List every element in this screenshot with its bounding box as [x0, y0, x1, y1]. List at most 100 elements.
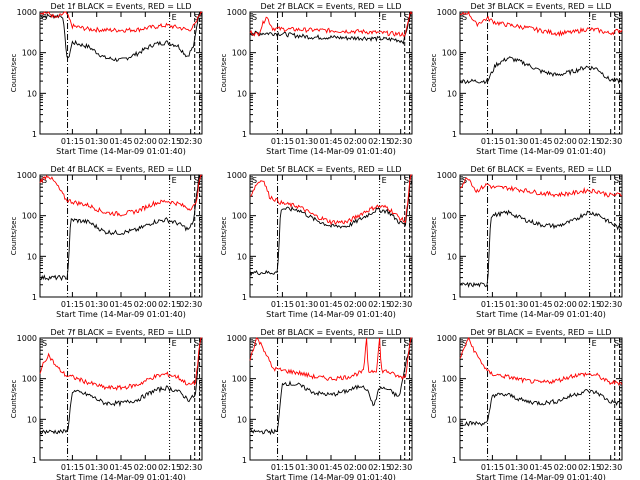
x-tick-label: 01:45	[529, 137, 552, 146]
x-axis-label: Start Time (14-Mar-09 01:01:40)	[476, 147, 606, 156]
y-tick-label: 10	[27, 252, 37, 261]
y-tick-label: 1000	[437, 171, 457, 180]
y-tick-label: 1	[242, 130, 247, 139]
x-tick-label: 02:00	[554, 463, 577, 472]
saa-marker-label: S	[194, 339, 199, 348]
series-line-events	[39, 338, 203, 435]
x-tick-label: 02:30	[599, 300, 622, 309]
x-tick-label: 02:30	[599, 137, 622, 146]
x-tick-label: 02:00	[134, 137, 157, 146]
end-marker-label: E	[382, 176, 387, 185]
start-marker-label: S	[252, 176, 257, 185]
series-line-events	[39, 10, 203, 62]
x-tick-label: 02:00	[134, 463, 157, 472]
y-tick-label: 10	[237, 89, 247, 98]
y-tick-label: 1	[242, 456, 247, 465]
series-line-lld	[39, 337, 202, 391]
panel-title: Det 3f BLACK = Events, RED = LLD	[470, 2, 611, 11]
series-line-events	[459, 56, 623, 85]
x-tick-label: 01:45	[529, 463, 552, 472]
x-tick-label: 02:30	[179, 137, 202, 146]
end-marker-label: E	[382, 339, 387, 348]
x-tick-label: 01:15	[481, 463, 504, 472]
series-line-lld	[39, 174, 203, 217]
x-tick-label: 02:30	[389, 300, 412, 309]
x-axis-label: Start Time (14-Mar-09 01:01:40)	[266, 310, 396, 319]
x-tick-label: 01:30	[85, 137, 108, 146]
panel-det-3f: Det 3f BLACK = Events, RED = LLD 1 10 100 10…	[430, 2, 623, 156]
y-tick-label: 100	[22, 375, 37, 384]
y-tick-label: 1000	[227, 334, 247, 343]
y-tick-label: 1	[32, 130, 37, 139]
end-marker-label: E	[172, 13, 177, 22]
series-line-lld	[459, 177, 623, 198]
panel-title: Det 6f BLACK = Events, RED = LLD	[470, 165, 611, 174]
y-axis-label: Counts/sec	[10, 380, 18, 419]
y-tick-label: 1000	[227, 8, 247, 17]
x-axis-label: Start Time (14-Mar-09 01:01:40)	[56, 147, 186, 156]
y-axis-label: Counts/sec	[430, 54, 438, 93]
plot-frame	[459, 337, 623, 461]
y-tick-label: 1000	[17, 8, 37, 17]
x-tick-label: 01:30	[295, 300, 318, 309]
x-tick-label: 02:15	[368, 463, 391, 472]
x-tick-label: 02:15	[578, 300, 601, 309]
series-line-lld	[249, 174, 412, 226]
series-line-events	[459, 209, 623, 289]
end-marker-label: E	[172, 339, 177, 348]
x-tick-label: 01:15	[271, 463, 294, 472]
x-tick-label: 02:15	[158, 300, 181, 309]
x-tick-label: 01:45	[109, 463, 132, 472]
x-tick-label: 02:00	[344, 300, 367, 309]
x-tick-label: 02:15	[158, 137, 181, 146]
x-tick-label: 01:30	[505, 300, 528, 309]
x-tick-label: 02:00	[554, 300, 577, 309]
x-tick-label: 01:15	[271, 300, 294, 309]
y-tick-label: 1	[452, 130, 457, 139]
x-tick-label: 01:15	[61, 300, 84, 309]
plot-frame	[39, 174, 203, 298]
x-tick-label: 02:15	[578, 137, 601, 146]
series-line-events	[39, 174, 203, 282]
y-tick-label: 1000	[227, 171, 247, 180]
panel-title: Det 2f BLACK = Events, RED = LLD	[260, 2, 401, 11]
saa-marker-label: S	[404, 176, 409, 185]
end-marker-label: E	[592, 13, 597, 22]
x-tick-label: 02:30	[389, 463, 412, 472]
x-tick-label: 01:45	[319, 463, 342, 472]
series-line-lld	[39, 11, 203, 33]
panel-det-5f: Det 5f BLACK = Events, RED = LLD 1 10 100 10…	[220, 165, 413, 319]
y-tick-label: 1000	[437, 334, 457, 343]
panel-title: Det 8f BLACK = Events, RED = LLD	[260, 328, 401, 337]
saa-marker-label: S	[614, 13, 619, 22]
x-tick-label: 01:45	[529, 300, 552, 309]
end-marker-label: E	[382, 13, 387, 22]
y-tick-label: 10	[237, 252, 247, 261]
y-tick-label: 1000	[17, 171, 37, 180]
y-tick-label: 100	[232, 49, 247, 58]
x-axis-label: Start Time (14-Mar-09 01:01:40)	[56, 310, 186, 319]
x-tick-label: 01:30	[505, 463, 528, 472]
saa-marker-label: S	[404, 339, 409, 348]
y-tick-label: 100	[22, 49, 37, 58]
x-tick-label: 02:15	[368, 300, 391, 309]
y-tick-label: 10	[27, 415, 37, 424]
series-line-events	[249, 340, 413, 436]
panel-det-9f: Det 9f BLACK = Events, RED = LLD 1 10 100 10…	[430, 328, 623, 480]
y-tick-label: 100	[22, 212, 37, 221]
plot-frame	[39, 337, 203, 461]
x-tick-label: 01:15	[271, 137, 294, 146]
series-line-events	[250, 12, 413, 45]
x-axis-label: Start Time (14-Mar-09 01:01:40)	[476, 310, 606, 319]
x-tick-label: 02:15	[368, 137, 391, 146]
y-tick-label: 1	[452, 456, 457, 465]
x-tick-label: 02:00	[344, 463, 367, 472]
x-tick-label: 01:45	[319, 137, 342, 146]
y-tick-label: 100	[442, 375, 457, 384]
panel-det-1f: Det 1f BLACK = Events, RED = LLD 1 10 100 10…	[10, 2, 203, 156]
plot-frame	[249, 174, 413, 298]
start-marker-label: S	[252, 13, 257, 22]
y-tick-label: 1	[32, 293, 37, 302]
x-tick-label: 02:30	[599, 463, 622, 472]
